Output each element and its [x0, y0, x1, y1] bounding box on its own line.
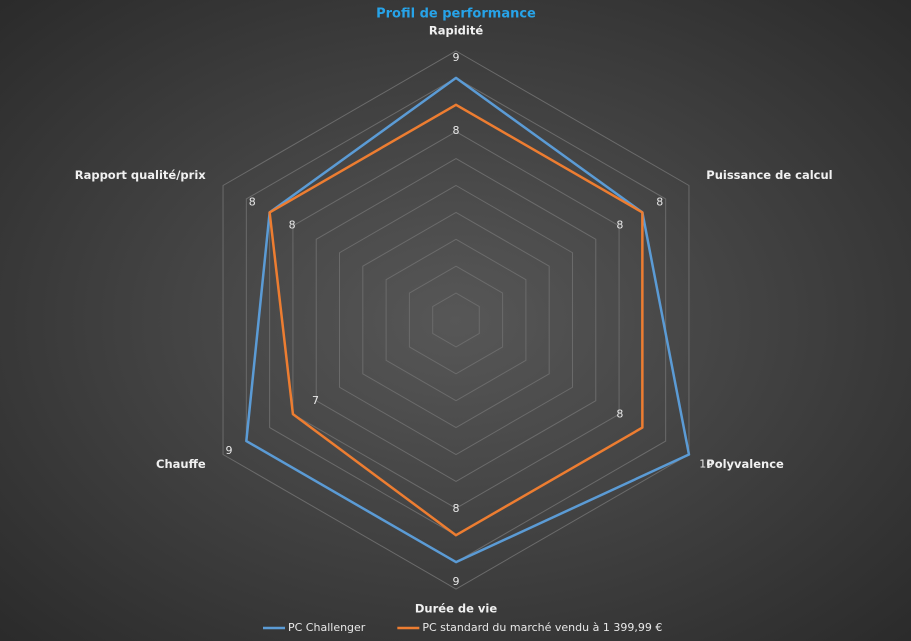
data-label: 10	[699, 458, 713, 471]
category-label: Rapidité	[429, 24, 483, 38]
chart-title: Profil de performance	[376, 7, 536, 22]
grid-ring	[339, 184, 573, 456]
data-label: 8	[453, 124, 460, 137]
data-label: 9	[453, 51, 460, 64]
grid-ring	[292, 131, 620, 509]
grid-ring	[315, 158, 597, 482]
series-line	[268, 103, 644, 537]
grid-ring	[408, 265, 504, 375]
grid-ring	[362, 211, 550, 429]
category-label: Durée de vie	[415, 602, 497, 616]
data-label: 8	[289, 218, 296, 231]
category-label: Chauffe	[156, 457, 206, 471]
legend-label: PC Challenger	[288, 621, 366, 634]
data-label: 9	[226, 444, 233, 457]
data-label: 9	[453, 575, 460, 588]
category-label: Puissance de calcul	[706, 168, 832, 182]
data-label: 8	[249, 195, 256, 208]
data-label: 8	[656, 195, 663, 208]
legend-label: PC standard du marché vendu à 1 399,99 €	[422, 621, 662, 634]
data-label: 8	[616, 408, 623, 421]
category-label: Polyvalence	[706, 457, 784, 471]
grid-ring	[385, 238, 527, 402]
grid-ring	[432, 292, 480, 348]
data-label: 7	[312, 394, 319, 407]
data-label: 8	[453, 502, 460, 515]
category-label: Rapport qualité/prix	[75, 168, 207, 182]
grid-ring	[222, 50, 690, 590]
data-label: 8	[616, 218, 623, 231]
